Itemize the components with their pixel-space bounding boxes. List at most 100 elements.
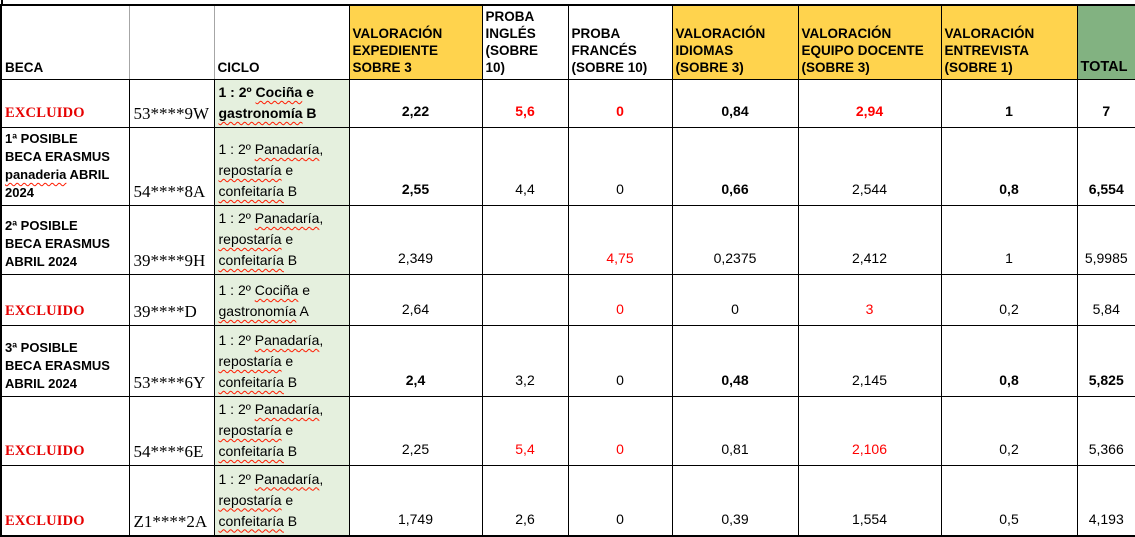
table-row: EXCLUIDO Z1****2A 1 : 2º Panadaría, reposta…	[0, 465, 1135, 536]
score-total-cell[interactable]: 7	[1076, 79, 1135, 128]
header-frances[interactable]: PROBA FRANCÉS (SOBRE 10)	[567, 4, 673, 80]
score-equipo-cell[interactable]: 2,544	[797, 127, 942, 206]
table-header: BECA CICLO VALORACIÓN EXPEDIENTE SOBRE 3 PROB…	[0, 4, 1135, 80]
score-expediente-cell[interactable]: 2,64	[348, 274, 483, 326]
beca-status-excluded[interactable]: EXCLUIDO	[0, 465, 130, 536]
table-row: EXCLUIDO 54****6E 1 : 2º Panadaría, reposta…	[0, 396, 1135, 466]
score-entrevista-cell[interactable]: 0,8	[940, 325, 1078, 397]
ciclo-cell[interactable]: 1 : 2º Panadaría, repostaría e confeitaría…	[213, 465, 350, 536]
ciclo-cell[interactable]: 1 : 2º Cociña e gastronomía B	[213, 79, 350, 128]
score-expediente-cell[interactable]: 2,349	[348, 205, 483, 275]
misspelled-word: repostaría	[218, 162, 282, 178]
score-total-cell[interactable]: 5,825	[1076, 325, 1135, 397]
applicant-id-cell[interactable]: 53****9W	[128, 79, 215, 128]
applicant-id-cell[interactable]: 53****6Y	[128, 325, 215, 397]
score-idiomas-cell[interactable]: 0	[671, 274, 799, 326]
ciclo-cell[interactable]: 1 : 2º Cociña e gastronomía A	[213, 274, 350, 326]
score-ingles-cell[interactable]: 2,6	[481, 465, 569, 536]
score-frances-cell[interactable]: 4,75	[567, 205, 673, 275]
beca-status-excluded[interactable]: EXCLUIDO	[0, 396, 130, 466]
score-equipo-cell[interactable]: 2,94	[797, 79, 942, 128]
score-idiomas-cell[interactable]: 0,2375	[671, 205, 799, 275]
applicant-id-cell[interactable]: 39****D	[128, 274, 215, 326]
score-total-cell[interactable]: 4,193	[1076, 465, 1135, 536]
misspelled-word: panaderia	[5, 167, 67, 182]
score-frances-cell[interactable]: 0	[567, 325, 673, 397]
score-ingles-cell[interactable]: 5,6	[481, 79, 569, 128]
misspelled-word: Cociña	[254, 282, 299, 298]
score-ingles-cell[interactable]	[481, 205, 569, 275]
score-equipo-cell[interactable]: 2,106	[797, 396, 942, 466]
misspelled-word: gastronomía	[218, 105, 303, 121]
ciclo-cell[interactable]: 1 : 2º Panadaría, repostaría e confeitaría…	[213, 325, 350, 397]
score-equipo-cell[interactable]: 2,412	[797, 205, 942, 275]
score-equipo-cell[interactable]: 2,145	[797, 325, 942, 397]
ciclo-cell[interactable]: 1 : 2º Panadaría, repostaría e confeitaría…	[213, 127, 350, 206]
score-total-cell[interactable]: 5,84	[1076, 274, 1135, 326]
header-entrevista[interactable]: VALORACIÓN ENTREVISTA (SOBRE 1)	[940, 4, 1078, 80]
score-frances-cell[interactable]: 0	[567, 274, 673, 326]
header-ingles[interactable]: PROBA INGLÉS (SOBRE 10)	[481, 4, 569, 80]
score-idiomas-cell[interactable]: 0,84	[671, 79, 799, 128]
valuation-table: BECA CICLO VALORACIÓN EXPEDIENTE SOBRE 3 PROB…	[0, 4, 1135, 537]
score-ingles-cell[interactable]: 4,4	[481, 127, 569, 206]
misspelled-word: repostaría	[218, 353, 282, 369]
screenshot-crop-tick	[1, 0, 3, 6]
ciclo-cell[interactable]: 1 : 2º Panadaría, repostaría e confeitaría…	[213, 205, 350, 275]
misspelled-word: repostaría	[218, 422, 282, 438]
score-entrevista-cell[interactable]: 1	[940, 79, 1078, 128]
score-expediente-cell[interactable]: 1,749	[348, 465, 483, 536]
table-row: 2ª POSIBLE BECA ERASMUS ABRIL 2024 39****9H…	[0, 205, 1135, 275]
beca-status-excluded[interactable]: EXCLUIDO	[0, 79, 130, 128]
score-idiomas-cell[interactable]: 0,48	[671, 325, 799, 397]
misspelled-word: Cociña	[255, 84, 303, 100]
header-id[interactable]	[128, 4, 215, 80]
applicant-id-cell[interactable]: 54****6E	[128, 396, 215, 466]
beca-status-possible[interactable]: 3ª POSIBLE BECA ERASMUS ABRIL 2024	[0, 325, 130, 397]
ciclo-cell[interactable]: 1 : 2º Panadaría, repostaría e confeitaría…	[213, 396, 350, 466]
score-ingles-cell[interactable]: 5,4	[481, 396, 569, 466]
header-ciclo[interactable]: CICLO	[213, 4, 350, 80]
score-equipo-cell[interactable]: 3	[797, 274, 942, 326]
score-idiomas-cell[interactable]: 0,39	[671, 465, 799, 536]
table-row: 1ª POSIBLE BECA ERASMUS panaderia ABRIL 202…	[0, 127, 1135, 206]
header-total[interactable]: TOTAL	[1076, 4, 1135, 80]
score-frances-cell[interactable]: 0	[567, 465, 673, 536]
score-entrevista-cell[interactable]: 0,2	[940, 396, 1078, 466]
score-entrevista-cell[interactable]: 0,2	[940, 274, 1078, 326]
score-expediente-cell[interactable]: 2,22	[348, 79, 483, 128]
header-equipo[interactable]: VALORACIÓN EQUIPO DOCENTE (SOBRE 3)	[797, 4, 942, 80]
score-frances-cell[interactable]: 0	[567, 127, 673, 206]
score-ingles-cell[interactable]	[481, 274, 569, 326]
score-equipo-cell[interactable]: 1,554	[797, 465, 942, 536]
misspelled-word: confeitaría	[218, 443, 284, 459]
score-total-cell[interactable]: 5,9985	[1076, 205, 1135, 275]
score-entrevista-cell[interactable]: 0,5	[940, 465, 1078, 536]
applicant-id-cell[interactable]: 39****9H	[128, 205, 215, 275]
score-expediente-cell[interactable]: 2,4	[348, 325, 483, 397]
misspelled-word: confeitaría	[218, 374, 284, 390]
score-expediente-cell[interactable]: 2,25	[348, 396, 483, 466]
table-row: EXCLUIDO 39****D 1 : 2º Cociña e gastronomí…	[0, 274, 1135, 326]
score-idiomas-cell[interactable]: 0,81	[671, 396, 799, 466]
score-total-cell[interactable]: 6,554	[1076, 127, 1135, 206]
score-expediente-cell[interactable]: 2,55	[348, 127, 483, 206]
misspelled-word: gastronomía	[218, 303, 297, 319]
beca-status-possible[interactable]: 1ª POSIBLE BECA ERASMUS panaderia ABRIL 202…	[0, 127, 130, 206]
applicant-id-cell[interactable]: Z1****2A	[128, 465, 215, 536]
applicant-id-cell[interactable]: 54****8A	[128, 127, 215, 206]
header-expediente[interactable]: VALORACIÓN EXPEDIENTE SOBRE 3	[348, 4, 483, 80]
misspelled-word: Panadaría	[254, 210, 320, 226]
score-entrevista-cell[interactable]: 0,8	[940, 127, 1078, 206]
score-ingles-cell[interactable]: 3,2	[481, 325, 569, 397]
table-row: EXCLUIDO 53****9W 1 : 2º Cociña e gastronom…	[0, 79, 1135, 128]
score-frances-cell[interactable]: 0	[567, 396, 673, 466]
header-beca[interactable]: BECA	[0, 4, 130, 80]
header-idiomas[interactable]: VALORACIÓN IDIOMAS (SOBRE 3)	[671, 4, 799, 80]
score-idiomas-cell[interactable]: 0,66	[671, 127, 799, 206]
score-entrevista-cell[interactable]: 1	[940, 205, 1078, 275]
score-frances-cell[interactable]: 0	[567, 79, 673, 128]
beca-status-possible[interactable]: 2ª POSIBLE BECA ERASMUS ABRIL 2024	[0, 205, 130, 275]
beca-status-excluded[interactable]: EXCLUIDO	[0, 274, 130, 326]
score-total-cell[interactable]: 5,366	[1076, 396, 1135, 466]
